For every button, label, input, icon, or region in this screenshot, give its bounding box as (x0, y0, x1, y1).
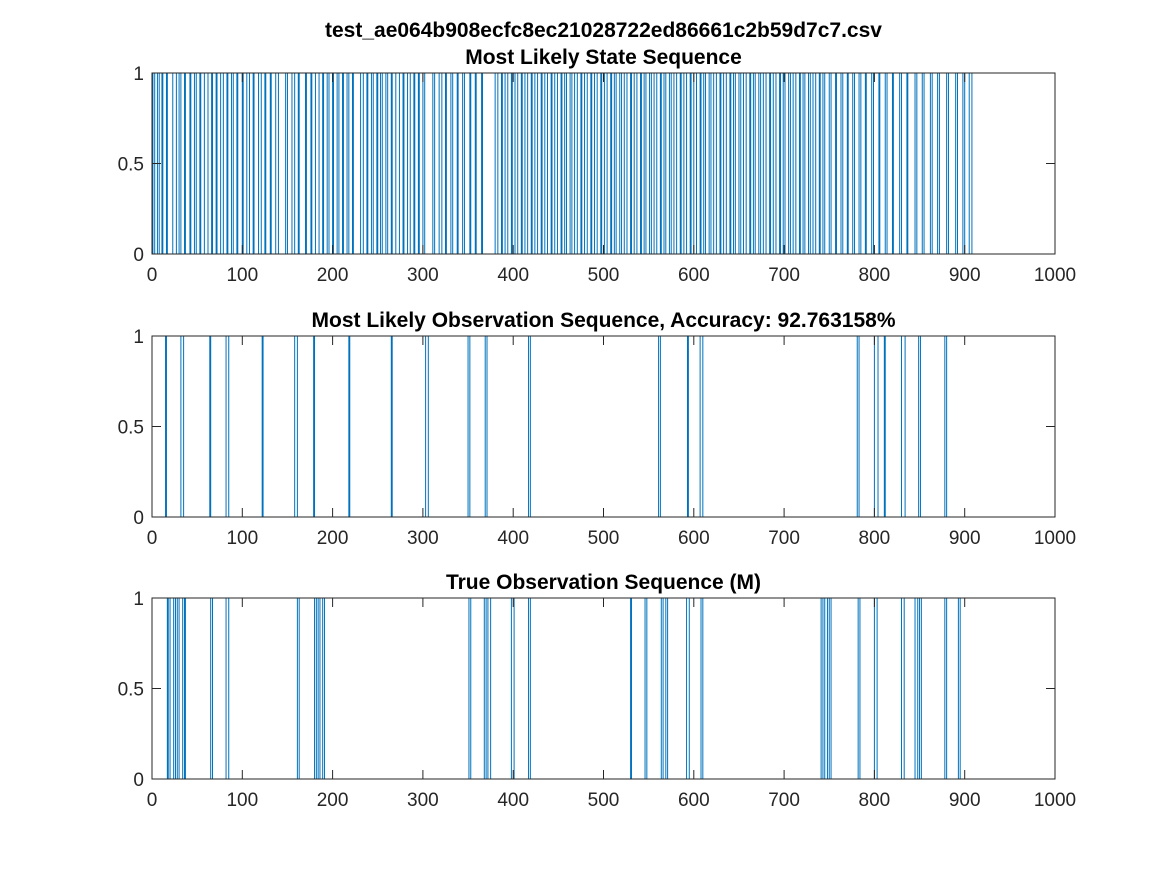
x-tick-label: 900 (949, 528, 981, 549)
x-tick-label: 400 (497, 265, 529, 286)
x-tick-label: 800 (859, 528, 891, 549)
x-tick-label: 200 (317, 265, 349, 286)
x-tick-label: 1000 (1034, 790, 1076, 811)
x-tick-label: 200 (317, 790, 349, 811)
x-tick-label: 200 (317, 528, 349, 549)
x-tick-label: 1000 (1034, 265, 1076, 286)
x-tick-label: 800 (859, 790, 891, 811)
x-tick-label: 300 (407, 790, 439, 811)
subplot-3: 0 100 200 300 400 500 600 700 800 900 1000 0 0.5 1 Tru… (118, 571, 1077, 811)
subplots: 0 100 200 300 400 500 600 700 800 900 100000.51Mos… (118, 46, 1077, 811)
x-tick-label: 700 (768, 265, 800, 286)
x-tick-label: 600 (678, 790, 710, 811)
x-tick-label: 600 (678, 528, 710, 549)
x-tick-label: 0 (147, 528, 158, 549)
y-tick-label: 0.5 (118, 155, 144, 176)
x-tick-label: 100 (226, 528, 258, 549)
x-tick-label: 600 (678, 265, 710, 286)
y-tick-label: 1 (133, 327, 144, 348)
x-tick-label: 0 (147, 265, 158, 286)
y-tick-label: 0.5 (118, 680, 144, 701)
x-tick-label: 400 (497, 790, 529, 811)
x-tick-label: 300 (407, 265, 439, 286)
x-tick-label: 400 (497, 528, 529, 549)
x-tick-label: 700 (768, 528, 800, 549)
y-tick-label: 0 (133, 245, 144, 266)
x-tick-label: 900 (949, 790, 981, 811)
figure-title: test_ae064b908ecfc8ec21028722ed86661c2b5… (325, 19, 882, 42)
subplot-2: 0 100 200 300 400 500 600 700 800 900 1000 0 0.5 1 Mos… (118, 309, 1077, 549)
x-tick-label: 500 (588, 790, 620, 811)
y-tick-label: 1 (133, 589, 144, 610)
x-tick-label: 700 (768, 790, 800, 811)
x-tick-label: 100 (226, 790, 258, 811)
subplot-title: True Observation Sequence (M) (446, 571, 761, 594)
x-tick-label: 1000 (1034, 528, 1076, 549)
x-tick-label: 300 (407, 528, 439, 549)
x-tick-label: 500 (588, 265, 620, 286)
x-tick-label: 0 (147, 790, 158, 811)
subplot-1: 0 100 200 300 400 500 600 700 800 900 1000 0 0.5 1 Mos… (118, 46, 1077, 286)
x-tick-label: 500 (588, 528, 620, 549)
subplot-title: Most Likely Observation Sequence, Accura… (312, 309, 896, 332)
y-tick-label: 0 (133, 770, 144, 791)
y-tick-label: 1 (133, 64, 144, 85)
subplot-title: Most Likely State Sequence (465, 46, 742, 69)
y-tick-label: 0 (133, 508, 144, 529)
x-tick-label: 100 (226, 265, 258, 286)
x-tick-label: 900 (949, 265, 981, 286)
x-tick-label: 800 (859, 265, 891, 286)
y-tick-label: 0.5 (118, 418, 144, 439)
